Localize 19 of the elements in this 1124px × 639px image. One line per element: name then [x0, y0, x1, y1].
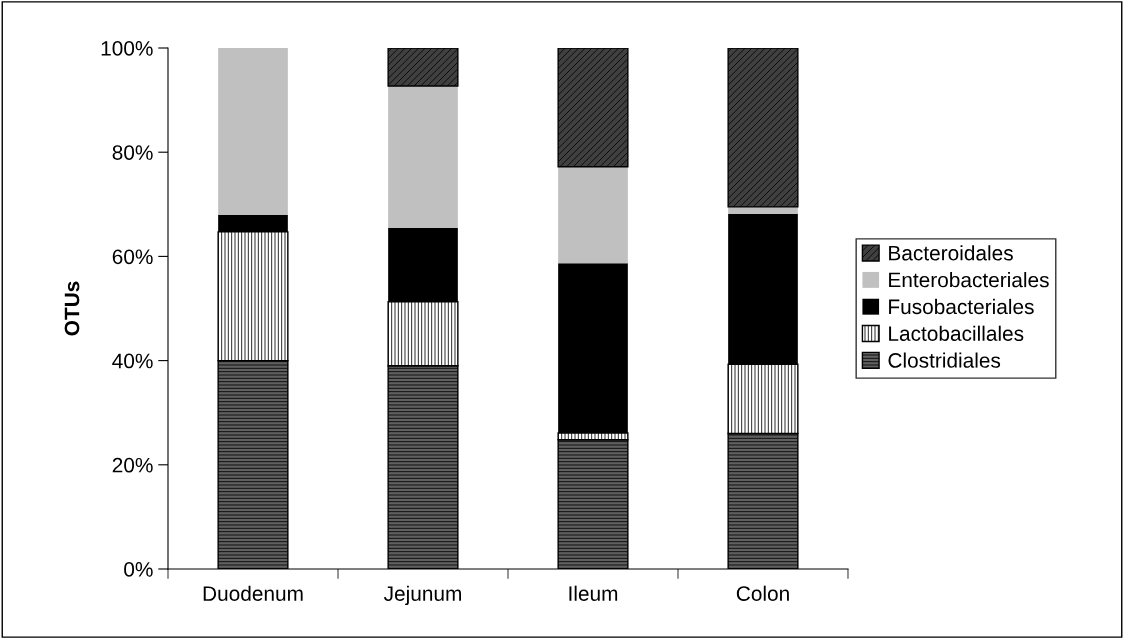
bar [218, 48, 288, 215]
y-tick-label: 20% [112, 457, 153, 473]
y-tick-label: 0% [124, 562, 153, 577]
x-tick-label: Duodenum [203, 585, 303, 601]
y-axis-title: OTUs [64, 281, 80, 336]
x-tick-label: Ileum [569, 585, 618, 601]
x-tick-label: Jejunum [383, 585, 461, 606]
bar [388, 86, 458, 228]
y-tick-label: 100% [101, 41, 153, 56]
legend-label: Bacteroidales [889, 245, 1013, 261]
y-tick-label: 40% [112, 353, 153, 369]
legend-label: Enterobacteriales [889, 272, 1049, 288]
bar [558, 166, 628, 264]
y-tick-label: 80% [112, 145, 153, 160]
y-tick-label: 60% [112, 249, 153, 265]
text: Lactobacillales [889, 325, 1024, 341]
legend-label: Clostridiales [888, 352, 1001, 368]
x-tick-label: Colon [736, 585, 789, 601]
legend-label: Fusobacteriales [889, 298, 1034, 315]
